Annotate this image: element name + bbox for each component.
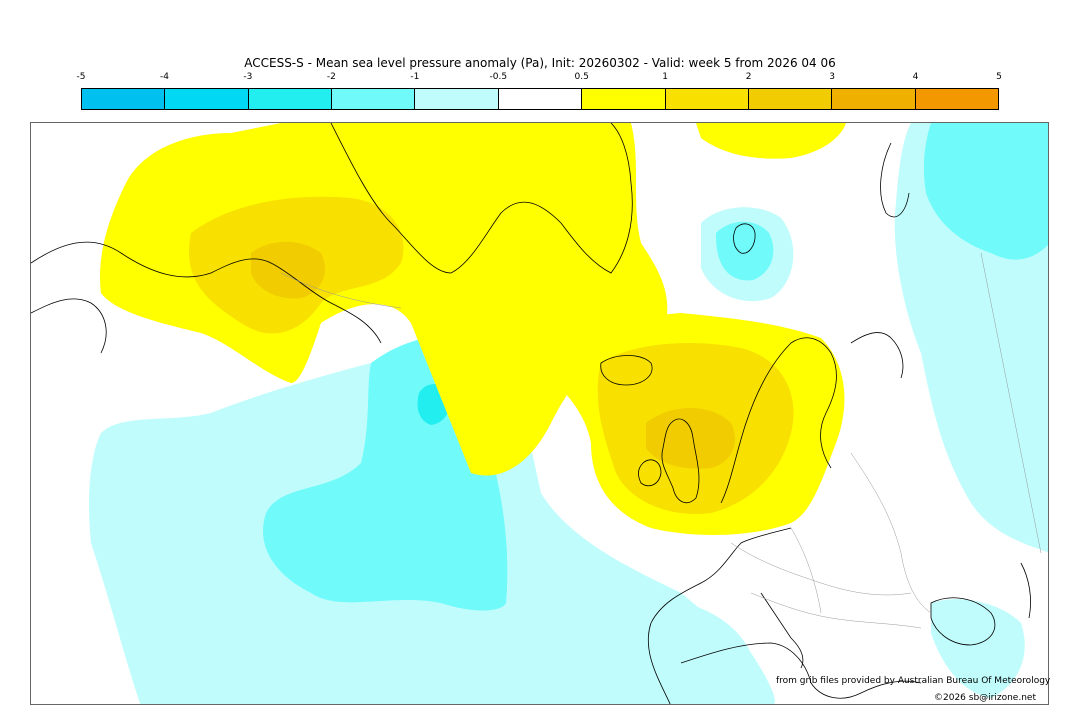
coastline-novaya-zemlya: [880, 142, 910, 218]
colorbar-tick-label: -2: [326, 72, 336, 82]
colorbar-tick-label: 2: [745, 72, 752, 82]
coastline-scandinavia: [720, 337, 837, 504]
coastline-iceland: [600, 355, 653, 386]
coastline-hudson: [31, 298, 107, 354]
colorbar-tick-label: 4: [912, 72, 919, 82]
colorbar-swatch: [915, 89, 998, 109]
anomaly-region-cyan-north-east: [923, 123, 1048, 260]
border-line: [850, 452, 932, 614]
colorbar-tick-label: 0.5: [574, 72, 589, 82]
colorbar-tick-label: 3: [829, 72, 835, 82]
coastline-europe-west: [647, 527, 792, 704]
data-source-credit: from grib files provided by Australian B…: [776, 676, 1051, 686]
anomaly-region-yellow-north: [696, 123, 846, 159]
chart-title: ACCESS-S - Mean sea level pressure anoma…: [244, 56, 836, 70]
coastline-italy: [760, 592, 804, 669]
colorbar-swatch: [582, 89, 666, 109]
colorbar-tick-label: -1: [410, 72, 420, 82]
coastline-greenland: [330, 123, 633, 274]
anomaly-region-cyan-svalbard: [715, 221, 774, 281]
colorbar-tick-label: -5: [76, 72, 86, 82]
coastline-white-sea: [850, 332, 904, 379]
colorbar-tick-label: -0.5: [489, 72, 508, 82]
anomaly-region-light-cyan-black-sea: [931, 599, 1025, 698]
border-line: [790, 527, 822, 614]
borders: [280, 252, 1042, 629]
colorbar-tick-label: 1: [662, 72, 669, 82]
colorbar: [81, 88, 999, 110]
colorbar-swatch: [248, 89, 333, 109]
border-line: [980, 252, 1042, 554]
colorbar-swatch: [165, 89, 249, 109]
colorbar-tick-labels: -5 -4 -3 -2 -1 -0.5 0.5 1 2 3 4 5: [77, 72, 1002, 86]
colorbar-tick-label: 5: [996, 72, 1002, 82]
anomaly-region-amber-uk: [646, 408, 735, 469]
colorbar-swatch: [665, 89, 749, 109]
anomaly-region-light-cyan-europe: [643, 593, 775, 704]
colorbar-tick-label: -4: [159, 72, 169, 82]
colorbar-swatch: [832, 89, 916, 109]
colorbar-swatch: [332, 89, 416, 109]
border-line: [730, 542, 912, 596]
coastline-caspian: [1020, 562, 1031, 619]
coastline-canadian-archipelago: [31, 241, 382, 344]
border-line: [750, 592, 922, 629]
colorbar-swatch: [415, 89, 499, 109]
map-panel: [30, 122, 1049, 705]
anomaly-map: [31, 123, 1048, 704]
colorbar-swatch: [498, 89, 583, 109]
coastline-uk: [661, 418, 700, 504]
copyright-credit: ©2026 sb@irizone.net: [934, 693, 1036, 703]
coastlines: [31, 123, 1031, 704]
coastline-mediterranean: [680, 642, 922, 699]
colorbar-tick-label: -3: [243, 72, 253, 82]
border-line: [280, 272, 402, 309]
colorbar-swatch: [748, 89, 833, 109]
coastline-ireland: [638, 459, 662, 487]
coastline-black-sea: [930, 597, 996, 646]
coastline-svalbard: [733, 223, 756, 254]
colorbar-swatch: [82, 89, 166, 109]
